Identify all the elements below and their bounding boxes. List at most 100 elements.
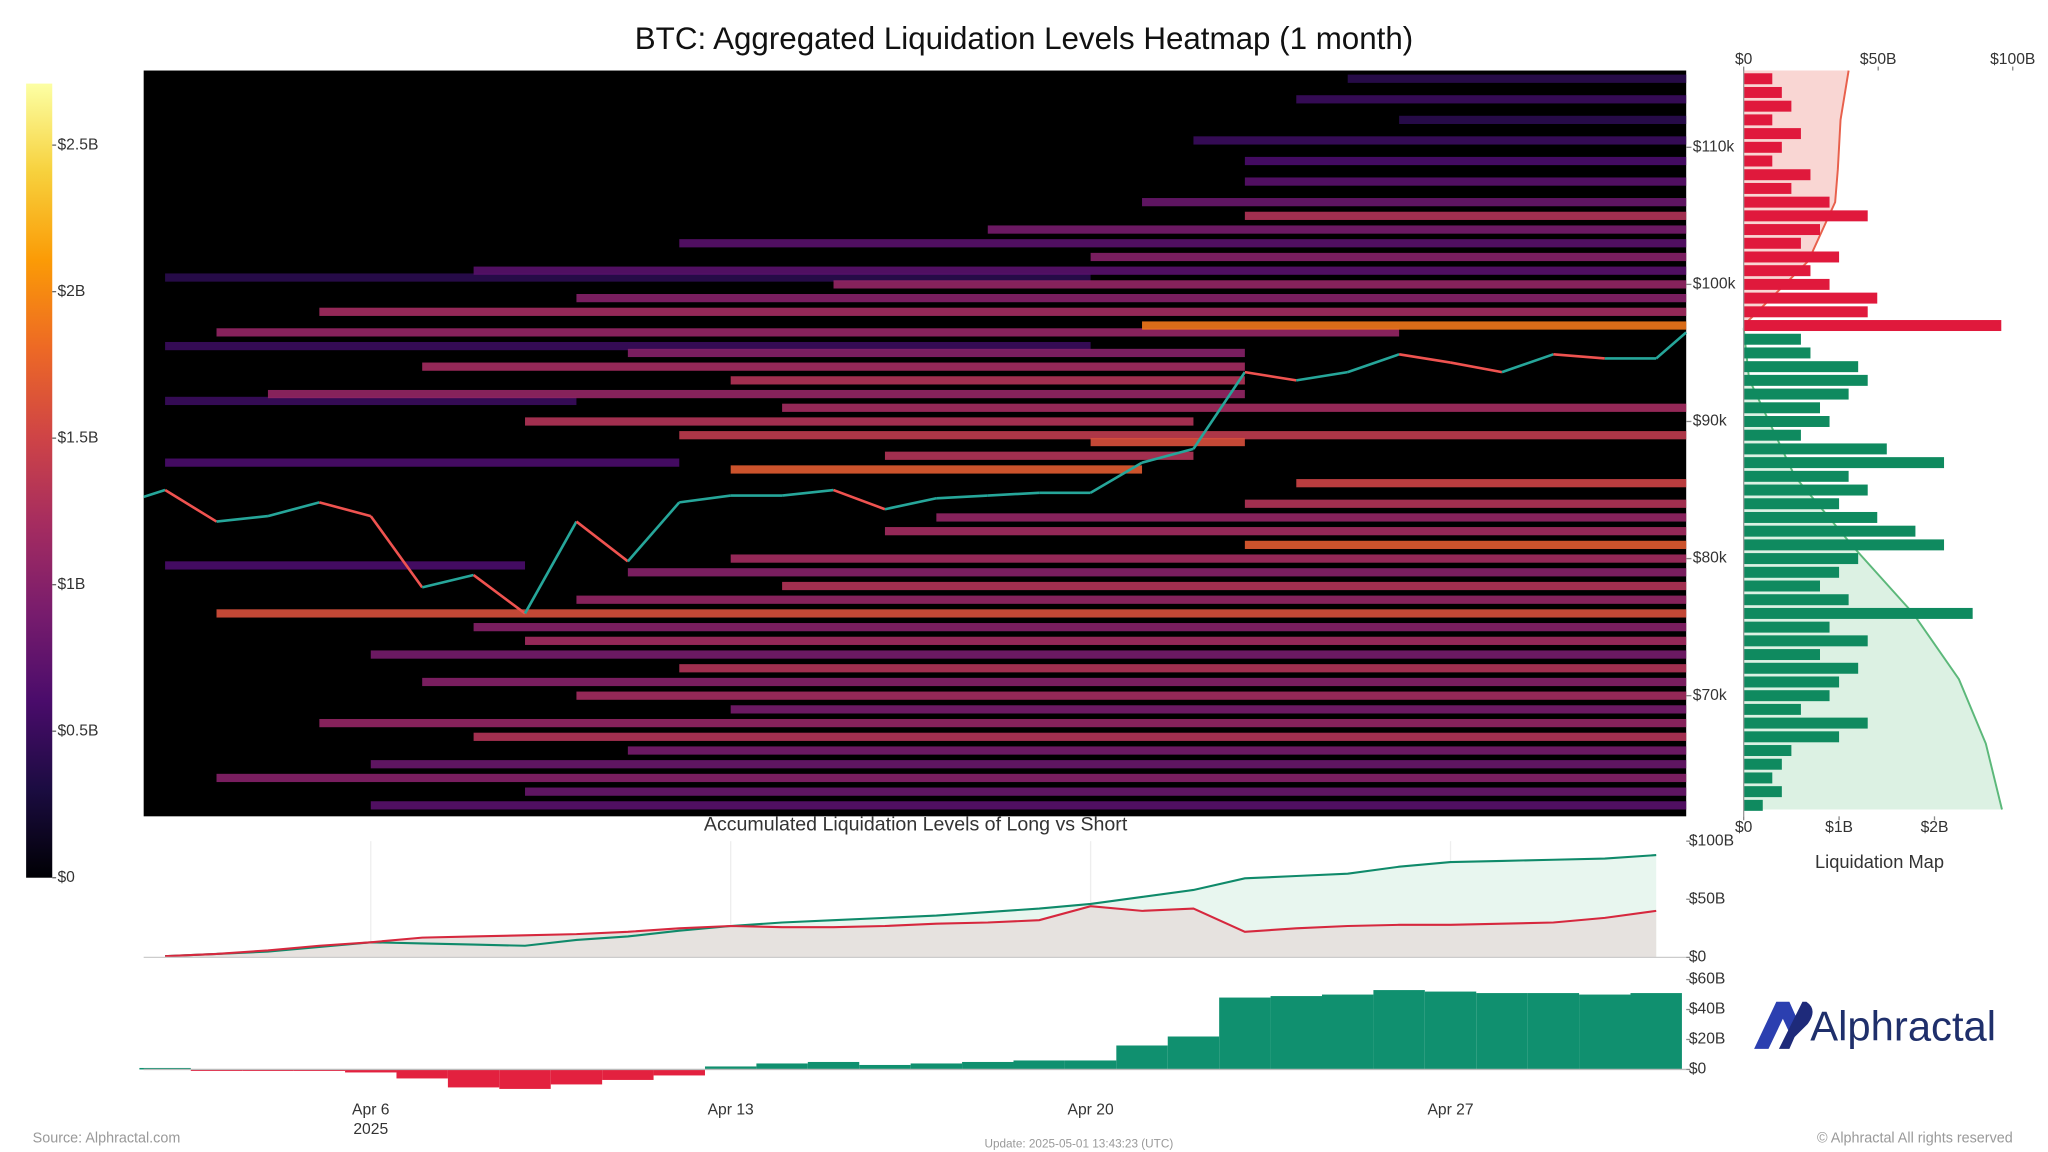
liquidation-band <box>782 403 1687 412</box>
liquidation-bar <box>1743 676 1840 688</box>
price-segment <box>319 501 372 518</box>
liquidation-bar <box>1743 265 1811 277</box>
net-bar <box>499 1069 551 1089</box>
x-tick-label: Apr 6 <box>352 1101 390 1118</box>
colorbar-tick-label: $2B <box>57 283 85 300</box>
net-bar <box>1373 990 1425 1070</box>
price-segment <box>421 573 474 589</box>
liquidation-bar <box>1743 786 1782 798</box>
liquidation-bar <box>1743 416 1830 427</box>
liquidation-band <box>165 273 1091 282</box>
liquidation-band <box>884 451 1194 460</box>
colorbar <box>26 83 53 878</box>
price-segment <box>1347 353 1400 374</box>
y-tick-label: $0 <box>1689 949 1707 966</box>
liquidation-bar <box>1743 511 1878 523</box>
price-segment <box>1296 370 1348 382</box>
liquidation-band <box>1244 499 1687 508</box>
liquidation-band <box>936 513 1687 522</box>
liquidation-bar <box>1743 210 1868 222</box>
x-tick-sublabel: 2025 <box>353 1121 388 1138</box>
x2-tick-label: $50B <box>1860 51 1897 68</box>
x-tick-label: $1B <box>1825 819 1853 836</box>
colorbar-tick-label: $1B <box>57 576 85 593</box>
liquidation-band <box>627 568 1687 577</box>
liquidation-bar <box>1743 703 1801 715</box>
y-tick-label: $100k <box>1693 276 1736 293</box>
liquidation-bar <box>1743 457 1945 469</box>
net-bar <box>1630 993 1682 1070</box>
price-segment <box>143 488 166 499</box>
price-line <box>143 331 1688 615</box>
liquidation-band <box>627 348 1245 358</box>
liquidation-bar <box>1743 374 1868 386</box>
series-line <box>165 905 1657 958</box>
logo-icon <box>1754 1001 1800 1049</box>
liquidation-band <box>576 595 1687 604</box>
price-segment <box>781 488 834 497</box>
logo-text: Alphractal <box>1810 1002 1996 1049</box>
liquidation-bar <box>1743 649 1821 661</box>
price-segment <box>267 501 320 518</box>
liquidation-band <box>216 773 1687 783</box>
liquidation-band <box>1347 74 1687 83</box>
liquidation-band <box>370 760 1687 769</box>
y-tick-label: $90k <box>1693 413 1727 430</box>
x-tick-label: Apr 20 <box>1068 1101 1114 1118</box>
liquidation-bar <box>1743 320 2002 332</box>
liquidation-band <box>267 389 1245 399</box>
net-bar <box>756 1063 808 1070</box>
liquidation-band <box>576 293 1687 303</box>
price-segment <box>164 488 218 523</box>
liquidation-bar <box>1743 429 1801 441</box>
colorbar-tick-label: $1.5B <box>57 429 98 446</box>
price-segment <box>1450 361 1503 374</box>
liquidation-band <box>730 554 1687 563</box>
net-bar <box>293 1069 346 1071</box>
liquidation-band <box>473 623 1687 632</box>
liquidation-band <box>216 328 1400 337</box>
liquidation-bar <box>1743 498 1840 510</box>
net-bar <box>550 1069 603 1085</box>
y-tick-label: $40B <box>1689 1001 1726 1018</box>
liquidation-band <box>1296 479 1687 488</box>
liquidation-bar <box>1743 86 1782 98</box>
liquidation-bar <box>1743 594 1849 606</box>
y-tick-label: $0 <box>1689 1061 1707 1078</box>
liquidation-band <box>730 376 1245 385</box>
liquidation-bar <box>1743 155 1773 167</box>
y-tick-label: $60B <box>1689 971 1726 988</box>
subchart-title: Accumulated Liquidation Levels of Long v… <box>704 814 1128 836</box>
liquidation-band <box>1090 437 1245 447</box>
logo: Alphractal <box>1754 1001 1996 1049</box>
liquidation-band <box>1296 95 1687 104</box>
liquidation-bar <box>1743 443 1887 455</box>
liquidation-band <box>679 431 1687 440</box>
x-tick-label: $2B <box>1921 819 1949 836</box>
liquidation-bar <box>1743 278 1830 290</box>
liquidation-band <box>1244 156 1687 166</box>
x-tick-label: $0 <box>1735 819 1753 836</box>
net-bar <box>807 1061 860 1070</box>
price-segment <box>472 573 526 615</box>
liquidation-bar <box>1743 731 1840 743</box>
net-bar <box>190 1069 243 1071</box>
liquidation-band <box>576 691 1687 700</box>
liquidation-bar <box>1743 799 1763 811</box>
liquidation-bar <box>1743 128 1801 140</box>
liquidation-bar <box>1743 237 1801 249</box>
liquidation-bar <box>1743 169 1811 181</box>
liquidation-bar <box>1743 745 1792 757</box>
liquidation-bar <box>1743 388 1849 400</box>
net-bar <box>653 1069 705 1076</box>
liquidation-bar <box>1743 100 1792 112</box>
liquidation-band <box>370 801 1687 810</box>
liquidation-band <box>473 266 1687 275</box>
price-segment <box>936 494 988 500</box>
liquidation-bar <box>1743 772 1773 784</box>
y-tick-label: $50B <box>1689 890 1726 907</box>
net-bar <box>1064 1060 1117 1070</box>
price-segment <box>1553 353 1605 360</box>
liquidation-bar <box>1743 402 1821 414</box>
net-bar <box>1424 991 1477 1070</box>
